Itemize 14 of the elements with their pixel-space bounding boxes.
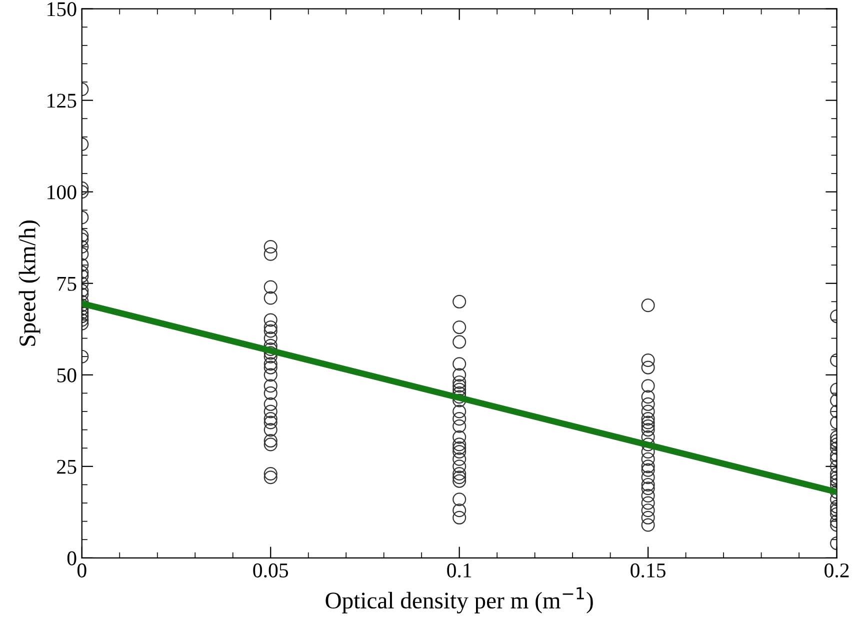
y-tick-label: 0	[67, 551, 76, 566]
x-tick-label: 0.05	[253, 563, 288, 578]
x-tick-label: 0.1	[447, 563, 472, 578]
x-axis-title: Optical density per m (m$^{−1}$)	[326, 587, 593, 614]
y-tick-label: 25	[57, 460, 76, 474]
y-tick-label: 50	[57, 368, 76, 382]
y-tick-label: 75	[58, 276, 76, 291]
x-tick-label: 0.15	[630, 563, 666, 578]
y-tick-label: 125	[48, 94, 76, 108]
x-tick-label: 0	[77, 563, 86, 578]
y-tick-label: 150	[48, 2, 76, 16]
y-axis-title: Speed (km/h)	[18, 220, 40, 346]
y-tick-label: 100	[48, 185, 76, 200]
x-tick-label: 0.2	[824, 563, 849, 578]
